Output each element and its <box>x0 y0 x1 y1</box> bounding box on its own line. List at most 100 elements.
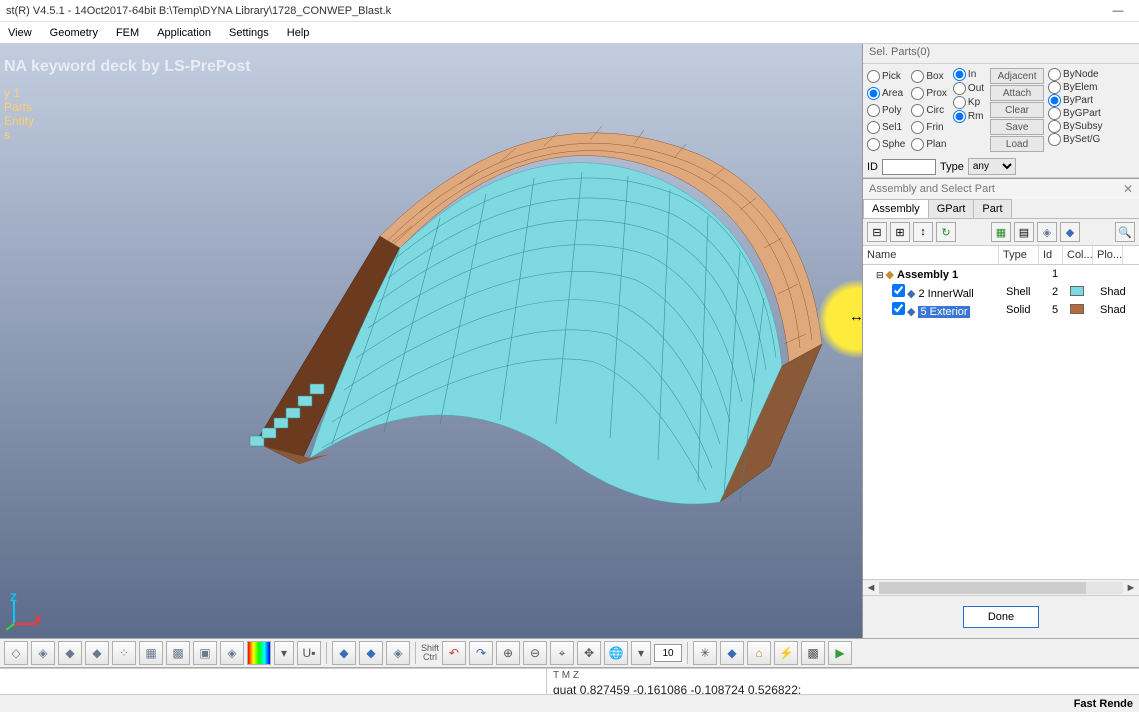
table-row[interactable]: ◆2 InnerWallShell2Shad <box>863 283 1139 301</box>
sel-plan[interactable]: Plan <box>911 136 947 152</box>
sel-save-button[interactable]: Save <box>990 119 1044 135</box>
refresh-icon[interactable]: ↻ <box>936 222 956 242</box>
col-name[interactable]: Name <box>863 246 999 264</box>
table-row[interactable]: ◆5 ExteriorSolid5Shad <box>863 301 1139 319</box>
lightning-icon[interactable]: ⚡ <box>774 641 798 665</box>
sel-pick[interactable]: Pick <box>867 68 905 84</box>
tree-collapse-icon[interactable]: ⊟ <box>867 222 887 242</box>
by-byelem[interactable]: ByElem <box>1048 81 1102 94</box>
view-shade-icon[interactable]: ◆ <box>58 641 82 665</box>
viewport-3d[interactable]: NA keyword deck by LS-PrePost y 1 Parts … <box>0 44 862 638</box>
status-text: Fast Rende <box>1074 698 1133 710</box>
id-input[interactable] <box>882 159 936 175</box>
view-shrink-icon[interactable]: ◈ <box>220 641 244 665</box>
menu-bar: View Geometry FEM Application Settings H… <box>0 22 1139 44</box>
tab-part[interactable]: Part <box>973 199 1011 218</box>
play-icon[interactable]: ▶ <box>828 641 852 665</box>
table-row[interactable]: ⊟◆Assembly 11 <box>863 265 1139 283</box>
view-edge-icon[interactable]: ▣ <box>193 641 217 665</box>
filter2-icon[interactable]: ▤ <box>1014 222 1034 242</box>
menu-fem[interactable]: FEM <box>112 25 143 41</box>
pan-icon[interactable]: ✥ <box>577 641 601 665</box>
fit-icon[interactable]: ⌖ <box>550 641 574 665</box>
sel-sel1[interactable]: Sel1 <box>867 119 905 135</box>
zoom-in-icon[interactable]: ⊕ <box>496 641 520 665</box>
sel-area[interactable]: Area <box>867 85 905 101</box>
by-bypart[interactable]: ByPart <box>1048 94 1102 107</box>
by-bygpart[interactable]: ByGPart <box>1048 107 1102 120</box>
tree-expand-icon[interactable]: ⊞ <box>890 222 910 242</box>
view-mesh-icon[interactable]: ▩ <box>166 641 190 665</box>
shift-ctrl-label: ShiftCtrl <box>421 644 439 662</box>
sel-load-button[interactable]: Load <box>990 136 1044 152</box>
minimize-button[interactable]: — <box>1103 5 1133 17</box>
zoom-out-icon[interactable]: ⊖ <box>523 641 547 665</box>
checker-icon[interactable]: ▩ <box>801 641 825 665</box>
axes-icon[interactable]: ✳ <box>693 641 717 665</box>
search-icon[interactable]: 🔍 <box>1115 222 1135 242</box>
persp-icon[interactable]: ◆ <box>332 641 356 665</box>
tab-assembly[interactable]: Assembly <box>863 199 929 218</box>
units-icon[interactable]: U▪ <box>297 641 321 665</box>
quat-label: T M Z <box>547 669 807 682</box>
by-byset/g[interactable]: BySet/G <box>1048 133 1102 146</box>
done-button[interactable]: Done <box>963 606 1039 628</box>
sel-rm[interactable]: Rm <box>953 110 984 123</box>
sel-clear-button[interactable]: Clear <box>990 102 1044 118</box>
colormap-icon[interactable] <box>247 641 271 665</box>
shade-icon[interactable]: ◆ <box>1060 222 1080 242</box>
col-plo...[interactable]: Plo... <box>1093 246 1123 264</box>
mesh-model <box>0 44 862 638</box>
tree-sort-icon[interactable]: ↕ <box>913 222 933 242</box>
home-icon[interactable]: ⌂ <box>747 641 771 665</box>
globe-icon[interactable]: 🌐 <box>604 641 628 665</box>
model-tree-item[interactable]: y 1 <box>4 86 20 100</box>
col-col...[interactable]: Col... <box>1063 246 1093 264</box>
view-wire-icon[interactable]: ◇ <box>4 641 28 665</box>
sel-in[interactable]: In <box>953 68 984 81</box>
dropdown-icon[interactable]: ▾ <box>274 641 294 665</box>
sel-circ[interactable]: Circ <box>911 102 947 118</box>
col-id[interactable]: Id <box>1039 246 1063 264</box>
by-bysubsy[interactable]: BySubsy <box>1048 120 1102 133</box>
model-tree-item[interactable]: Entity <box>4 114 34 128</box>
filter1-icon[interactable]: ▦ <box>991 222 1011 242</box>
model-tree-item[interactable]: s <box>4 128 10 142</box>
view-feature-icon[interactable]: ▦ <box>139 641 163 665</box>
redo-icon[interactable]: ↷ <box>469 641 493 665</box>
undo-icon[interactable]: ↶ <box>442 641 466 665</box>
box-icon[interactable]: ◆ <box>720 641 744 665</box>
view-shadewire-icon[interactable]: ◆ <box>85 641 109 665</box>
view-hidden-icon[interactable]: ◈ <box>31 641 55 665</box>
sel-sphe[interactable]: Sphe <box>867 136 905 152</box>
type-label: Type <box>940 161 964 173</box>
sel-box[interactable]: Box <box>911 68 947 84</box>
menu-geometry[interactable]: Geometry <box>46 25 102 41</box>
menu-view[interactable]: View <box>4 25 36 41</box>
menu-help[interactable]: Help <box>283 25 314 41</box>
sel-frin[interactable]: Frin <box>911 119 947 135</box>
sel-attach-button[interactable]: Attach <box>990 85 1044 101</box>
dropdown2-icon[interactable]: ▾ <box>631 641 651 665</box>
sel-adjacent-button[interactable]: Adjacent <box>990 68 1044 84</box>
sel-prox[interactable]: Prox <box>911 85 947 101</box>
menu-application[interactable]: Application <box>153 25 215 41</box>
iso-icon[interactable]: ◈ <box>386 641 410 665</box>
tree-hscroll[interactable]: ◄► <box>863 579 1139 595</box>
menu-settings[interactable]: Settings <box>225 25 273 41</box>
sel-out[interactable]: Out <box>953 82 984 95</box>
tab-gpart[interactable]: GPart <box>928 199 975 218</box>
window-title: st(R) V4.5.1 - 14Oct2017-64bit B:\Temp\D… <box>6 5 391 17</box>
close-icon[interactable]: ✕ <box>1123 182 1133 196</box>
view-points-icon[interactable]: ⁘ <box>112 641 136 665</box>
ortho-icon[interactable]: ◆ <box>359 641 383 665</box>
side-panel: Sel. Parts(0) Pick Box Area Prox Poly Ci… <box>862 44 1139 638</box>
sel-poly[interactable]: Poly <box>867 102 905 118</box>
by-bynode[interactable]: ByNode <box>1048 68 1102 81</box>
wire-icon[interactable]: ◈ <box>1037 222 1057 242</box>
type-select[interactable]: any <box>968 158 1016 175</box>
angle-input[interactable] <box>654 644 682 662</box>
model-tree-item[interactable]: Parts <box>4 100 32 114</box>
col-type[interactable]: Type <box>999 246 1039 264</box>
sel-kp[interactable]: Kp <box>953 96 984 109</box>
